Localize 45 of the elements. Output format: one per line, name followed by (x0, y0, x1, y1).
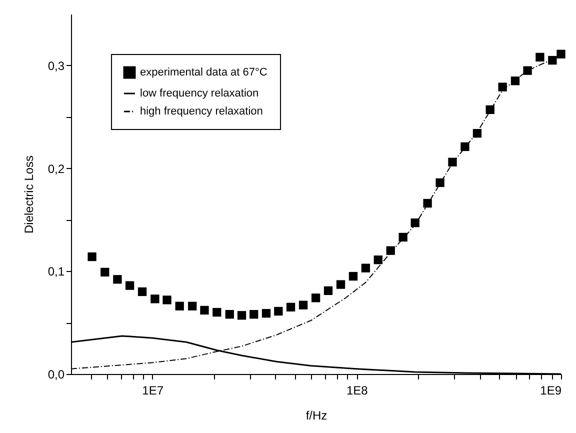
point (250, 310, 258, 319)
point (498, 82, 507, 92)
point (536, 52, 544, 62)
point (212, 308, 222, 317)
point (88, 252, 96, 262)
point (225, 310, 234, 319)
legend-label: high frequency relaxation (140, 106, 263, 118)
point (175, 302, 184, 310)
point (398, 232, 408, 242)
y-tick-label: 0,2 (48, 162, 65, 176)
point (286, 302, 296, 312)
point (374, 256, 382, 264)
x-axis-title: f/Hz (306, 408, 328, 422)
point (200, 306, 209, 315)
point (423, 198, 432, 208)
point (138, 287, 147, 296)
point (336, 280, 346, 289)
y-axis-title: Dielectric Loss (22, 155, 36, 234)
point (298, 300, 308, 310)
legend-label: experimental data at 67°C (140, 66, 268, 78)
point (100, 268, 110, 276)
point (448, 158, 457, 166)
point (237, 311, 246, 320)
point (324, 286, 333, 296)
point (436, 178, 444, 188)
y-tick-label: 0,0 (48, 368, 65, 382)
point (274, 306, 283, 316)
point (523, 66, 532, 75)
x-tick-label: 1E7 (142, 384, 164, 398)
x-tick-label: 1E8 (346, 384, 368, 398)
x-tick-label: 1E9 (540, 384, 562, 398)
y-tick-label: 0,1 (48, 264, 65, 279)
point (150, 294, 160, 304)
point (162, 296, 172, 304)
point (386, 246, 395, 255)
y-tick-label: 0,3 (48, 58, 65, 73)
point (460, 142, 470, 152)
point (188, 302, 197, 310)
point (262, 308, 271, 318)
point (125, 281, 134, 290)
point (113, 275, 122, 284)
legend-label: low frequency relaxation (140, 88, 259, 100)
point (361, 264, 370, 272)
point (348, 272, 358, 281)
point (311, 294, 320, 302)
